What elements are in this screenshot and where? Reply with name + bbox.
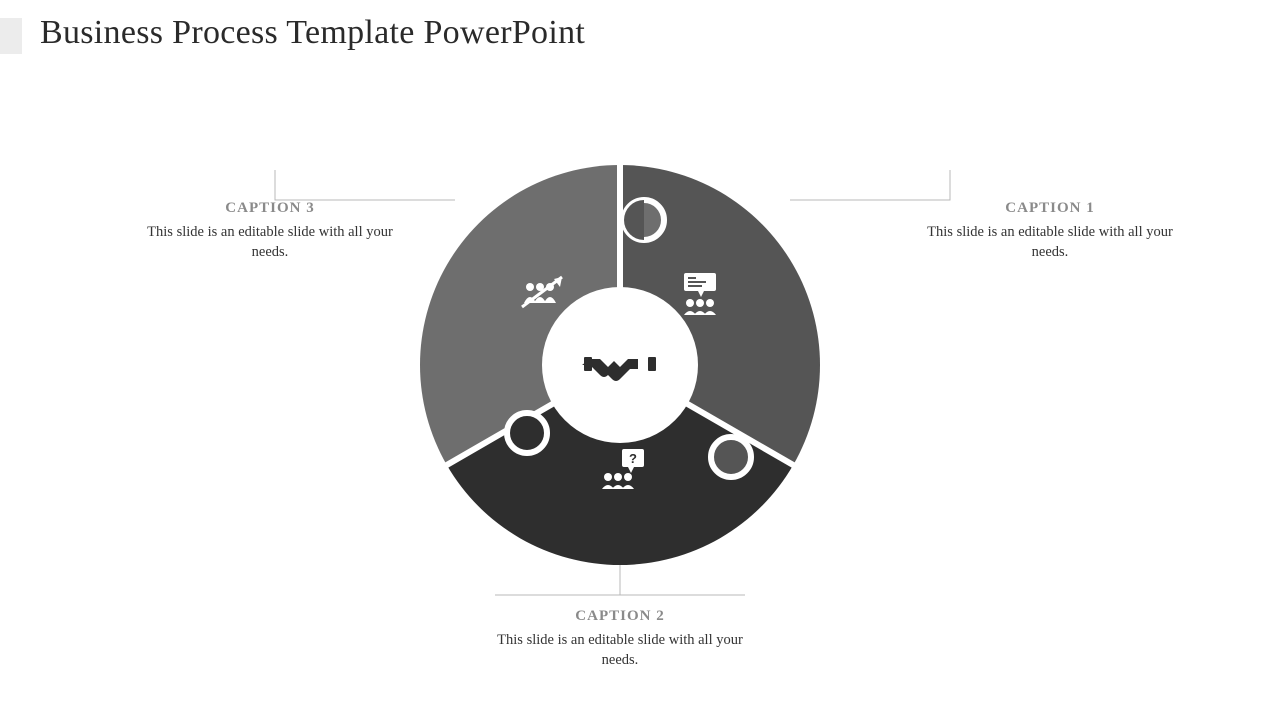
caption-1: CAPTION 1 This slide is an editable slid… (920, 200, 1180, 262)
caption-2-title: CAPTION 2 (490, 608, 750, 625)
caption-3-body: This slide is an editable slide with all… (140, 223, 400, 262)
caption-3: CAPTION 3 This slide is an editable slid… (140, 200, 400, 262)
caption-2-body: This slide is an editable slide with all… (490, 631, 750, 670)
leader-line-bottom (495, 560, 755, 610)
caption-1-body: This slide is an editable slide with all… (920, 223, 1180, 262)
circular-puzzle-diagram: ? (420, 165, 820, 565)
caption-1-title: CAPTION 1 (920, 200, 1180, 217)
center-circle (542, 287, 698, 443)
title-accent-bar (0, 18, 22, 54)
caption-2: CAPTION 2 This slide is an editable slid… (490, 608, 750, 670)
caption-3-title: CAPTION 3 (140, 200, 400, 217)
svg-text:?: ? (629, 451, 637, 466)
slide-title: Business Process Template PowerPoint (40, 14, 585, 52)
